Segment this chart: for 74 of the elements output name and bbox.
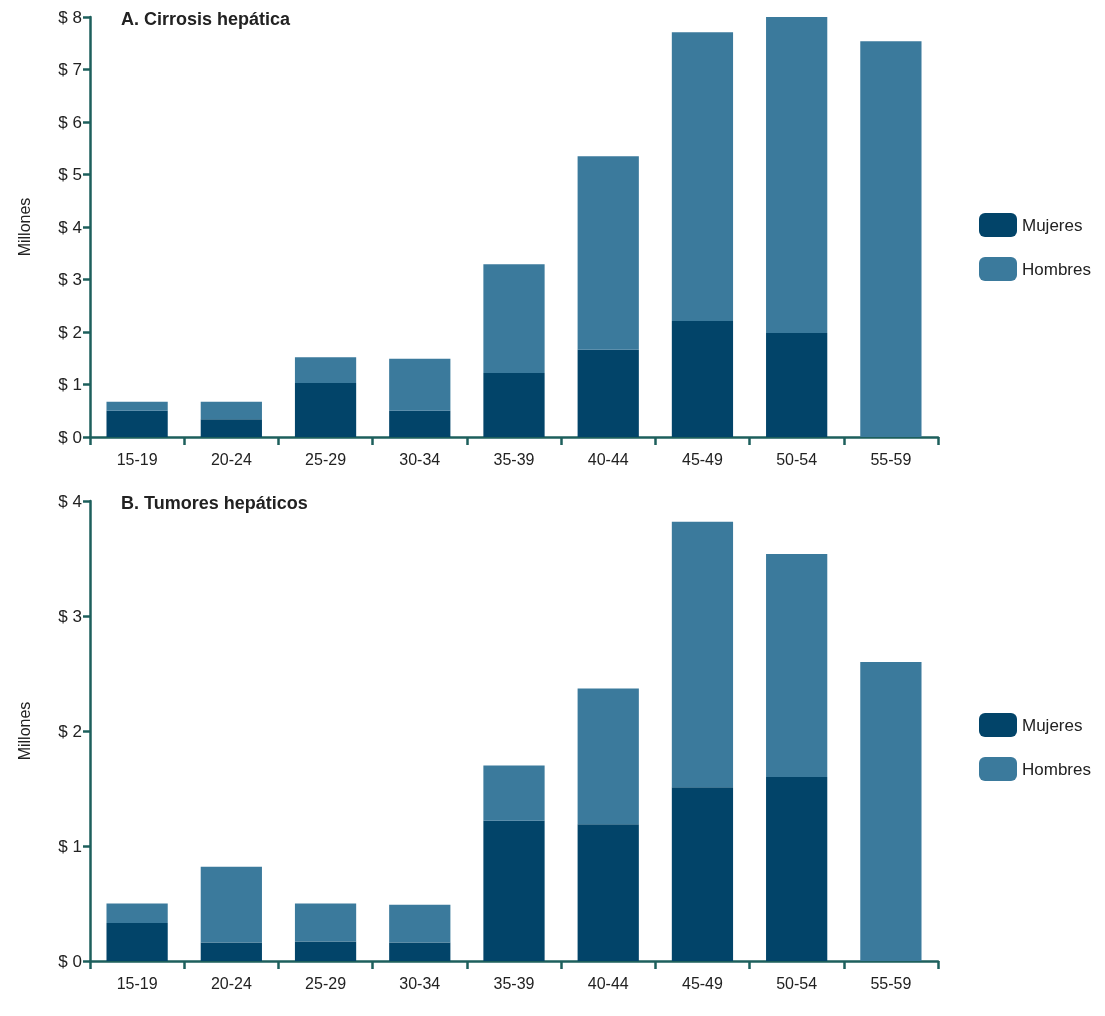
x-tick-label: 40-44 [587,450,629,468]
x-tick-label: 50-54 [776,974,818,992]
bar [577,824,639,961]
bar [106,401,168,411]
bar [860,41,922,437]
x-tick-label: 45-49 [681,974,724,992]
x-tick-label: 40-44 [587,974,629,992]
x-tick-label: 45-49 [681,450,724,468]
bar [483,372,545,437]
bar [860,662,922,961]
bar [389,904,451,943]
x-tick-label: 35-39 [493,450,535,468]
x-tick-label: 15-19 [116,450,158,468]
bar [200,942,262,961]
bar [389,358,451,411]
chart-title: A. Cirrosis hepática [121,9,292,29]
legend-label: Mujeres [1022,215,1083,235]
legend-label: Hombres [1022,759,1091,779]
y-tick-label: $ 4 [58,491,82,511]
x-tick-label: 30-34 [399,450,441,468]
bar [671,787,734,961]
bar [671,521,734,788]
x-tick-label: 35-39 [493,974,535,992]
bar [577,688,639,825]
bar [577,156,639,350]
bar [106,410,168,437]
y-axis-title: Millones [15,197,33,257]
x-tick-label: 50-54 [776,450,818,468]
bar [294,941,357,961]
bar [389,410,451,437]
bar [671,320,734,437]
bar [200,401,262,420]
bar [766,333,828,437]
bar [766,17,828,334]
legend-label: Mujeres [1022,715,1083,735]
x-tick-label: 20-24 [210,450,252,468]
bar [577,349,639,437]
y-tick-label: $ 6 [58,112,82,132]
y-axis-title: Millones [15,701,33,761]
x-tick-label: 55-59 [870,974,912,992]
y-tick-label: $ 3 [58,270,82,289]
bar [483,765,545,821]
y-tick-label: $ 1 [58,836,82,856]
bar [483,264,545,373]
y-tick-label: $ 5 [58,165,82,184]
bar [671,32,734,321]
bar [294,903,357,942]
chart-title: B. Tumores hepáticos [121,493,308,513]
y-tick-label: $ 3 [58,606,82,626]
x-tick-label: 25-29 [305,450,347,468]
x-tick-label: 30-34 [399,974,441,992]
legend-label: Hombres [1022,259,1091,279]
y-tick-label: $ 1 [58,375,82,394]
y-tick-label: $ 8 [58,7,82,27]
x-tick-label: 55-59 [870,450,912,468]
bar [766,553,828,777]
y-tick-label: $ 0 [58,951,82,971]
bar [106,923,168,961]
y-tick-label: $ 2 [58,322,82,342]
bar [200,866,262,943]
bar [294,357,357,383]
x-tick-label: 25-29 [305,974,347,992]
x-tick-label: 20-24 [210,974,252,992]
y-tick-label: $ 4 [58,217,82,237]
y-tick-label: $ 2 [58,721,82,741]
bar [294,382,357,437]
y-tick-label: $ 0 [58,427,82,447]
bar [106,903,168,924]
bar [389,942,451,961]
bar [766,777,828,961]
x-tick-label: 15-19 [116,974,158,992]
bar [483,820,545,961]
bar [200,419,262,437]
y-tick-label: $ 7 [58,60,82,79]
